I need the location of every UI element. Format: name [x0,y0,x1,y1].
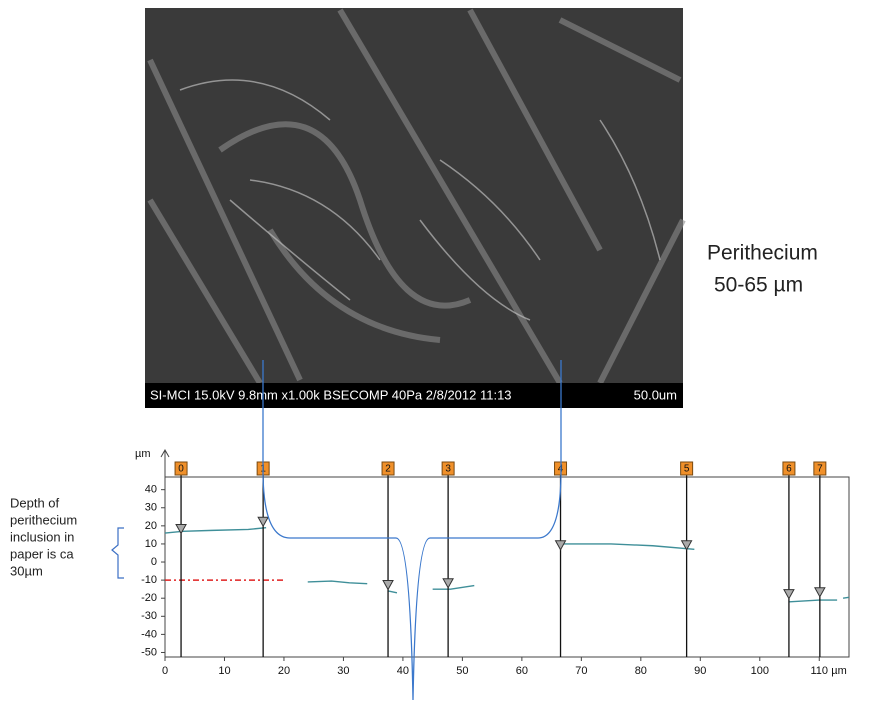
annotation-title: Perithecium [707,242,818,265]
image-area [145,8,683,383]
note-line: perithecium [10,512,77,527]
x-tick-label: 40 [397,665,409,677]
y-tick-label: -20 [141,592,157,604]
bracket [111,527,124,579]
annotation-size: 50-65 µm [714,274,803,297]
note-line: 30µm [10,563,43,578]
marker-box [680,461,694,476]
y-tick-label: 10 [145,538,157,550]
x-tick-label: 10 [218,665,230,677]
marker-point [382,580,394,591]
image-texture [147,8,686,385]
marker-box [441,461,455,476]
marker-point [175,523,187,535]
x-tick-label: 100 [751,665,769,677]
marker-label: 6 [786,464,792,475]
x-tick-label: 80 [635,665,647,677]
marker-label: 7 [817,464,823,475]
y-tick-label: 40 [145,484,157,496]
note-line: paper is ca [10,546,74,561]
x-tick-label: 0 [162,665,168,677]
marker-box [782,461,796,476]
x-tick-label: 110 [810,665,828,677]
marker-point [783,589,795,600]
marker-point [680,540,693,551]
marker-point [554,540,567,551]
marker-box [174,461,188,476]
x-tick-label: 70 [575,665,587,677]
sem-image: SI-MCI 15.0kV 9.8mm x1.00k BSECOMP 40Pa … [145,8,686,408]
x-tick-label: 30 [337,665,349,677]
outline-curve [262,360,562,701]
x-tick-label: 50 [456,665,468,677]
x-axis-label: µm [831,665,847,677]
marker-point [257,516,269,528]
y-tick-label: -10 [141,574,157,586]
y-axis-arrow [160,448,170,477]
image-scale: 50.0um [634,387,677,402]
x-tick-label: 60 [516,665,528,677]
image-caption: SI-MCI 15.0kV 9.8mm x1.00k BSECOMP 40Pa … [150,387,512,402]
x-tick-label: 20 [278,665,290,677]
y-tick-label: 30 [145,502,157,514]
y-tick-label: -40 [141,628,157,640]
note-line: inclusion in [10,529,74,544]
y-tick-label: -50 [141,646,157,658]
y-tick-label: 20 [145,520,157,532]
marker-point [814,587,826,598]
marker-box [381,461,395,476]
marker-label: 5 [684,464,690,475]
y-tick-label: -30 [141,610,157,622]
image-bar [145,383,683,408]
marker-box [813,461,827,476]
marker-label: 3 [445,464,451,475]
y-tick-label: 0 [151,556,157,568]
marker-label: 0 [178,464,184,475]
marker-point [442,578,454,589]
y-axis-label: µm [135,448,151,460]
x-tick-label: 90 [694,665,706,677]
note-line: Depth of [10,495,60,510]
marker-label: 2 [385,464,391,475]
image-fibres [179,79,661,321]
plot-frame [164,476,850,658]
profile-line [164,526,850,603]
